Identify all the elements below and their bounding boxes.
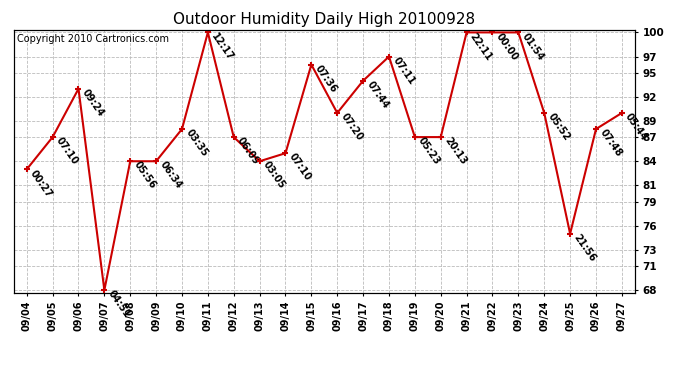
Text: 05:56: 05:56 bbox=[132, 160, 157, 191]
Text: 07:48: 07:48 bbox=[598, 128, 624, 159]
Text: 21:56: 21:56 bbox=[571, 232, 598, 264]
Text: 01:54: 01:54 bbox=[520, 31, 546, 62]
Text: 05:23: 05:23 bbox=[416, 136, 442, 167]
Text: 05:52: 05:52 bbox=[546, 111, 571, 142]
Title: Outdoor Humidity Daily High 20100928: Outdoor Humidity Daily High 20100928 bbox=[173, 12, 475, 27]
Text: 00:00: 00:00 bbox=[494, 31, 520, 62]
Text: 03:05: 03:05 bbox=[261, 160, 287, 191]
Text: 07:11: 07:11 bbox=[391, 55, 416, 86]
Text: 20:13: 20:13 bbox=[442, 136, 468, 167]
Text: 04:51: 04:51 bbox=[106, 289, 132, 320]
Text: 00:27: 00:27 bbox=[28, 168, 54, 199]
Text: 03:35: 03:35 bbox=[184, 128, 209, 159]
Text: 07:10: 07:10 bbox=[287, 152, 313, 183]
Text: 06:34: 06:34 bbox=[157, 160, 184, 191]
Text: 07:10: 07:10 bbox=[54, 136, 80, 167]
Text: 12:17: 12:17 bbox=[209, 31, 235, 62]
Text: 05:44: 05:44 bbox=[623, 111, 649, 142]
Text: 09:24: 09:24 bbox=[80, 87, 106, 118]
Text: Copyright 2010 Cartronics.com: Copyright 2010 Cartronics.com bbox=[17, 34, 169, 44]
Text: 07:44: 07:44 bbox=[364, 80, 391, 111]
Text: 06:09: 06:09 bbox=[235, 136, 261, 167]
Text: 22:11: 22:11 bbox=[468, 31, 494, 62]
Text: 07:20: 07:20 bbox=[339, 111, 364, 142]
Text: 07:36: 07:36 bbox=[313, 63, 339, 94]
